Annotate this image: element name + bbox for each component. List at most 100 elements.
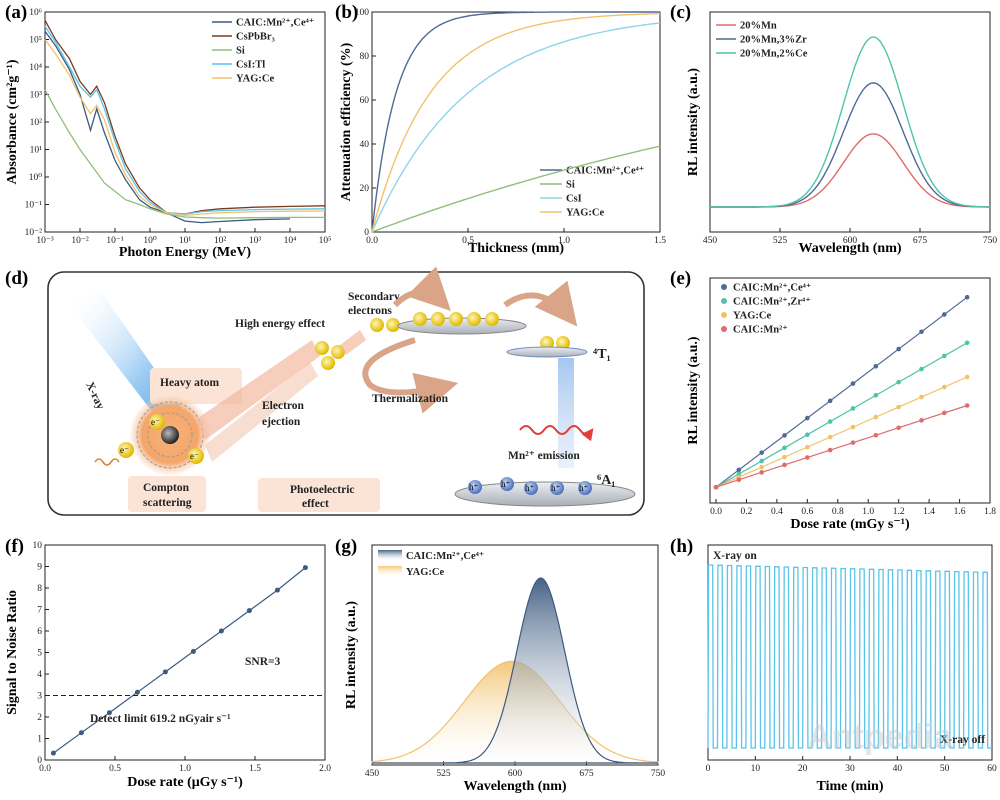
x-tick-label: 20 — [798, 764, 808, 774]
panel-label-a: (a) — [5, 2, 27, 23]
data-point-1 — [896, 379, 901, 385]
x-tick-label: 0.2 — [741, 507, 753, 517]
x-tick-label: 10⁴ — [284, 236, 298, 246]
photoelectric-label-2: effect — [302, 498, 329, 510]
fit-line-2 — [715, 376, 968, 488]
thermal-arrow-1 — [392, 266, 451, 311]
electron-ejection-label-1: Electron — [262, 400, 305, 412]
data-point-3 — [736, 477, 742, 483]
y-tick-label: 5 — [37, 649, 42, 659]
atom-electron — [149, 414, 165, 430]
data-point-3 — [942, 410, 947, 416]
secondary-label-1: Secondary — [348, 291, 400, 303]
data-point-3 — [759, 470, 764, 475]
legend-label: 20%Mn — [740, 21, 777, 32]
x-tick-label: 675 — [913, 236, 928, 246]
panel-label-d: (d) — [5, 268, 28, 289]
high-energy-label: High energy effect — [235, 318, 325, 330]
data-point — [78, 730, 84, 736]
x-tick-label: 600 — [508, 769, 523, 779]
x-tick-label: 0.8 — [832, 507, 844, 517]
data-point-0 — [964, 294, 970, 300]
x-tick-label: 450 — [365, 769, 380, 779]
hole-label: h⁺ — [501, 479, 511, 489]
legend-label: CAIC:Mn²⁺,Ce⁴⁺ — [406, 551, 484, 562]
x-tick-label: 10 — [751, 764, 761, 774]
series-line-2 — [710, 36, 990, 208]
atom-electron — [188, 448, 204, 464]
x-tick-label: 40 — [893, 764, 903, 774]
heavy-atom-box — [150, 368, 242, 404]
legend-swatch — [721, 312, 727, 318]
series-line-3 — [44, 26, 326, 215]
fit-line-3 — [715, 404, 968, 488]
compton-electron — [118, 442, 134, 458]
x-tick-label: 10³ — [249, 236, 262, 246]
y-axis-label: Signal to Noise Ratio — [5, 590, 20, 715]
heavy-atom-label: Heavy atom — [160, 377, 220, 389]
series-line-1 — [710, 82, 990, 208]
hole-label: h⁺ — [551, 483, 561, 493]
y-tick-label: 9 — [37, 563, 42, 573]
data-point-0 — [736, 467, 742, 473]
x-tick-label: 750 — [651, 769, 666, 779]
series-line-2 — [371, 22, 661, 233]
on-off-cycles — [707, 564, 992, 749]
x-axis-label: Wavelength (nm) — [463, 779, 566, 794]
compton-electron-label: e⁻ — [120, 445, 129, 455]
legend-label: 20%Mn,3%Zr — [740, 35, 807, 46]
ground-holes — [468, 477, 592, 495]
excited-electron — [540, 336, 554, 350]
x-tick-label: 10⁻³ — [36, 236, 54, 246]
ejected-electron-cluster — [315, 341, 345, 370]
scatter-wave — [94, 458, 120, 466]
y-tick-label: 4 — [37, 670, 42, 680]
plot-frame — [371, 11, 661, 233]
series-line-0 — [371, 11, 660, 233]
mn-emission-label: Mn²⁺ emission — [508, 450, 580, 462]
x-tick-label: 10⁵ — [319, 236, 332, 246]
y-tick-label: 0 — [364, 228, 369, 238]
x-axis-label: Time (min) — [816, 779, 883, 794]
y-tick-label: 100 — [355, 8, 370, 18]
electron-ejection-label-2: ejection — [262, 416, 301, 428]
data-point — [218, 628, 224, 634]
xray-off-label: X-ray off — [940, 734, 985, 746]
data-point — [134, 689, 140, 695]
data-point — [162, 669, 168, 675]
hole-label: h⁺ — [525, 483, 535, 493]
x-tick-label: 0.6 — [801, 507, 813, 517]
y-tick-label: 10² — [30, 118, 43, 128]
panel-label-c: (c) — [670, 2, 691, 23]
series-line-0 — [710, 133, 990, 208]
x-tick-label: 750 — [983, 236, 998, 246]
x-tick-label: 30 — [845, 764, 855, 774]
y-tick-label: 10³ — [30, 91, 43, 101]
legend-label: CAIC:Mn²⁺ — [733, 325, 788, 336]
legend-label: YAG:Ce — [566, 208, 604, 219]
data-point-2 — [873, 414, 879, 420]
data-point-1 — [964, 340, 970, 346]
x-tick-label: 0.4 — [771, 507, 783, 517]
x-tick-label: 60 — [987, 764, 997, 774]
y-tick-label: 20 — [360, 184, 370, 194]
legend-label: YAG:Ce — [236, 74, 274, 85]
legend-swatch — [721, 326, 727, 332]
chart-e-dose-linearity: 0.0 0.2 0.4 0.6 0.8 1.0 1.2 1.4 1.6 1.8 CAIC:Mn²⁺,… — [686, 277, 996, 532]
data-point-0 — [942, 312, 947, 317]
y-axis-label: Attenuation efficiency (%) — [339, 42, 354, 201]
watermark: Antpedia — [807, 718, 954, 756]
energy-arrow-down — [205, 362, 318, 462]
panel-label-h: (h) — [670, 536, 693, 557]
x-tick-label: 450 — [703, 236, 718, 246]
legend-label: YAG:Ce — [406, 567, 444, 578]
y-tick-label: 1 — [37, 735, 42, 745]
series-line-4 — [44, 39, 326, 217]
data-point-3 — [850, 440, 856, 445]
y-tick-label: 10⁴ — [29, 63, 43, 73]
legend-swatch — [721, 298, 727, 304]
data-point — [302, 565, 308, 571]
chart-b-attenuation: 0.0 0.5 1.0 1.5 0 20 40 60 80 100 CAIC:Mn²⁺,Ce⁴⁺ Si… — [339, 8, 666, 256]
data-point-2 — [896, 404, 901, 410]
legend-swatch — [378, 566, 402, 576]
